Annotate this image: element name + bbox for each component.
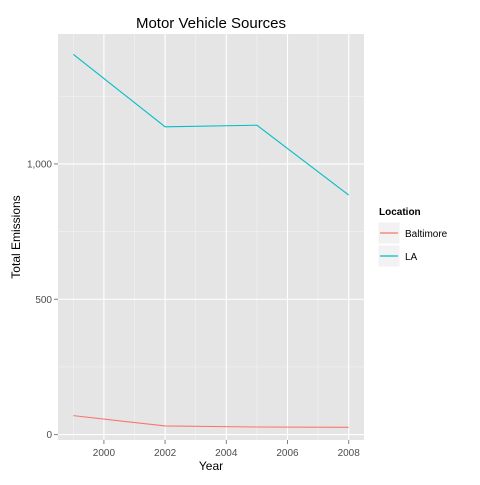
legend-label: LA — [405, 252, 418, 263]
chart-title: Motor Vehicle Sources — [136, 15, 286, 32]
legend-items: Baltimore LA — [377, 221, 448, 268]
plot-panel — [58, 34, 364, 440]
y-axis-ticks: 0 500 1,000 — [27, 159, 58, 441]
legend-label: Baltimore — [405, 229, 448, 240]
y-axis-title: Total Emissions — [9, 195, 23, 278]
series-line-baltimore — [73, 415, 349, 428]
grid-minor — [58, 34, 364, 440]
legend-title: Location — [379, 207, 421, 218]
x-axis-title: Year — [199, 459, 223, 473]
x-tick-label: 2004 — [215, 448, 238, 459]
series-line-la — [72, 53, 350, 196]
x-axis-ticks: 2000 2002 2004 2006 2008 — [93, 440, 360, 459]
x-tick-label: 2002 — [154, 448, 177, 459]
y-tick-label: 0 — [46, 430, 52, 441]
x-tick-label: 2000 — [93, 448, 116, 459]
legend: Location Baltimore LA — [377, 207, 448, 268]
grid-major — [58, 34, 364, 440]
series-lines — [72, 53, 350, 428]
y-tick-label: 500 — [35, 295, 52, 306]
y-tick-label: 1,000 — [27, 159, 52, 170]
x-tick-label: 2006 — [276, 448, 299, 459]
x-tick-label: 2008 — [338, 448, 361, 459]
